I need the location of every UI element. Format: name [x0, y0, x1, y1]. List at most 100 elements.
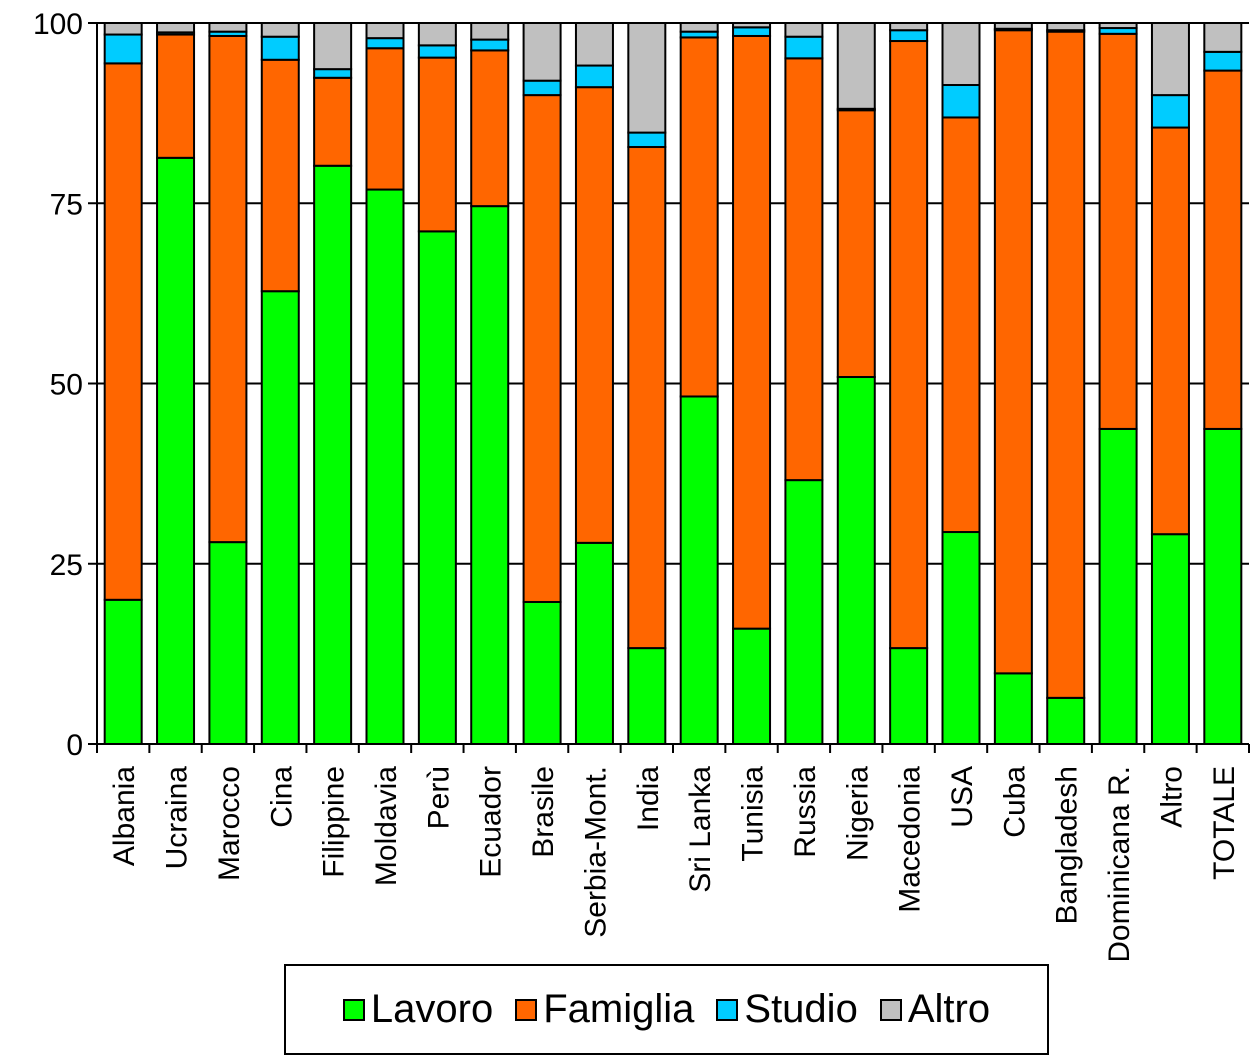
bar-segment-studio: [470, 38, 510, 52]
y-tick-label: 0: [66, 729, 83, 762]
legend-label: Lavoro: [370, 987, 494, 1031]
x-category-label: Bangladesh: [1051, 766, 1084, 924]
bar-segment-altro: [313, 22, 353, 71]
bar-segment-studio: [522, 79, 562, 97]
bar-segment-altro: [522, 22, 562, 82]
legend-label: Studio: [744, 987, 858, 1031]
legend-item-studio: Studio: [716, 987, 858, 1032]
legend: Lavoro Famiglia Studio Altro: [284, 964, 1049, 1055]
x-category-label: Marocco: [213, 766, 246, 881]
bar-segment-famiglia: [784, 57, 824, 482]
legend-swatch: [879, 998, 902, 1021]
bar-segment-lavoro: [522, 600, 562, 746]
bar-segment-studio: [574, 64, 614, 89]
bar-segment-lavoro: [470, 205, 510, 746]
bar-segment-studio: [103, 33, 143, 65]
bar-segment-lavoro: [313, 164, 353, 745]
bar-segment-altro: [417, 22, 457, 47]
x-category-label: Moldavia: [370, 766, 403, 886]
bar-segment-famiglia: [313, 76, 353, 167]
x-category-label: Albania: [108, 766, 141, 866]
bar-segment-altro: [470, 22, 510, 41]
bar-segment-studio: [1150, 94, 1190, 129]
bar-segment-lavoro: [1046, 696, 1086, 746]
x-category-label: Brasile: [527, 766, 560, 858]
bar-segment-famiglia: [417, 56, 457, 233]
legend-item-lavoro: Lavoro: [342, 987, 494, 1032]
x-category-label: India: [632, 766, 665, 831]
x-category-label: Sri Lanka: [684, 766, 717, 893]
bar-segment-altro: [1046, 22, 1086, 32]
bar-segment-lavoro: [732, 627, 772, 746]
bar-segment-famiglia: [574, 86, 614, 544]
bar-segment-studio: [260, 35, 300, 61]
legend-item-altro: Altro: [879, 987, 991, 1032]
x-category-label: Ucraina: [161, 766, 194, 870]
bar-segment-famiglia: [732, 34, 772, 630]
bar-segment-famiglia: [941, 116, 981, 534]
bar-segment-lavoro: [365, 188, 405, 745]
bar-segment-altro: [103, 22, 143, 36]
x-category-label: USA: [946, 766, 979, 828]
bars: [103, 22, 1243, 746]
y-tick-label: 25: [50, 549, 83, 582]
bar-segment-famiglia: [1150, 126, 1190, 536]
bar-segment-lavoro: [627, 647, 667, 745]
bar-segment-altro: [732, 22, 772, 29]
bar-segment-altro: [156, 22, 196, 34]
legend-swatch: [342, 998, 365, 1021]
bar-segment-lavoro: [784, 479, 824, 745]
bar-segment-famiglia: [208, 34, 248, 544]
bar-segment-altro: [365, 22, 405, 40]
x-category-label: Nigeria: [841, 766, 874, 861]
x-category-label: Tunisia: [737, 766, 770, 862]
bar-segment-famiglia: [1203, 69, 1243, 430]
bar-segment-lavoro: [836, 376, 876, 745]
bar-segment-altro: [574, 22, 614, 67]
x-axis-labels: Albania Ucraina Marocco Cina Filippine Moldav…: [108, 766, 1241, 960]
x-category-label: Cina: [265, 766, 298, 828]
y-tick-label: 100: [33, 8, 83, 41]
bar-segment-famiglia: [470, 49, 510, 208]
axes: [96, 23, 1250, 753]
bar-segment-famiglia: [156, 33, 196, 159]
x-category-label: Filippine: [318, 766, 351, 878]
y-axis-ticks: 0 25 50 75 100: [33, 8, 97, 762]
x-category-label: Ecuador: [475, 766, 508, 878]
bar-segment-famiglia: [679, 36, 719, 398]
bar-segment-studio: [732, 26, 772, 37]
bar-segment-lavoro: [941, 531, 981, 745]
bar-segment-altro: [1098, 22, 1138, 30]
bar-segment-lavoro: [1203, 427, 1243, 745]
bar-segment-altro: [784, 22, 824, 38]
bar-segment-lavoro: [1150, 533, 1190, 746]
bar-segment-altro: [993, 22, 1033, 30]
legend-label: Altro: [907, 987, 991, 1031]
bar-segment-lavoro: [208, 541, 248, 745]
x-category-label: Altro: [1155, 766, 1188, 828]
bar-segment-altro: [941, 22, 981, 87]
x-category-label: TOTALE: [1208, 766, 1241, 880]
x-category-label: Serbia-Mont.: [579, 766, 612, 938]
bar-segment-famiglia: [522, 94, 562, 603]
legend-swatch: [716, 998, 739, 1021]
bar-segment-altro: [836, 22, 876, 110]
bar-segment-altro: [679, 22, 719, 33]
bar-segment-altro: [260, 22, 300, 38]
bar-segment-lavoro: [889, 647, 929, 745]
bar-segment-studio: [1203, 50, 1243, 72]
bar-segment-altro: [1203, 22, 1243, 53]
bar-segment-lavoro: [574, 541, 614, 745]
bar-segment-studio: [627, 131, 667, 149]
bar-segment-famiglia: [993, 29, 1033, 675]
bar-segment-famiglia: [889, 40, 929, 650]
bar-segment-lavoro: [260, 290, 300, 745]
x-category-label: Cuba: [998, 766, 1031, 838]
bar-segment-lavoro: [993, 672, 1033, 745]
bar-segment-altro: [627, 22, 667, 134]
bar-segment-famiglia: [365, 47, 405, 191]
x-category-label: Dominicana R.: [1103, 766, 1136, 960]
legend-swatch: [515, 998, 538, 1021]
bar-segment-famiglia: [1098, 32, 1138, 430]
bar-segment-lavoro: [103, 598, 143, 745]
